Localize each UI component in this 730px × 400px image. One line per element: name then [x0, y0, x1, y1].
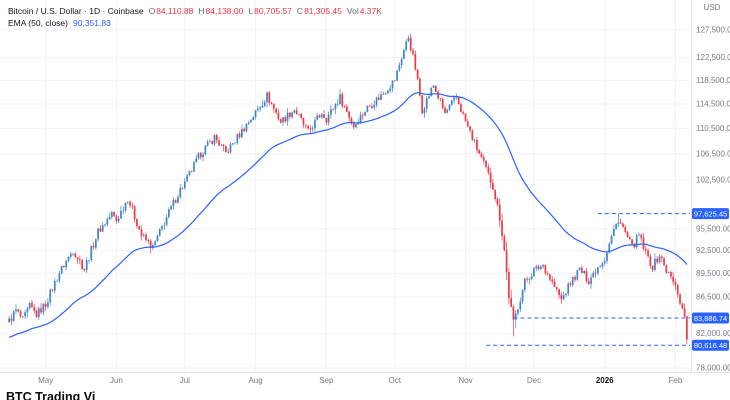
price-axis-label: 102,500.00: [696, 176, 730, 185]
time-axis-label: 2026: [596, 376, 614, 385]
open-value: 84,110.88: [156, 6, 194, 16]
price-axis-label: 127,500.00: [696, 26, 730, 35]
legend-indicator-row: EMA (50, close) 90,351.83: [8, 17, 382, 29]
time-axis-label: Nov: [458, 376, 472, 385]
high-label: H: [198, 6, 205, 16]
price-axis-label: 89,500.00: [696, 269, 730, 278]
indicator-value: 90,351.83: [73, 18, 111, 28]
indicator-name[interactable]: EMA (50, close): [8, 18, 68, 28]
close-value: 81,305.45: [304, 6, 342, 16]
price-axis[interactable]: 127,500.00 122,500.00 118,500.00 114,500.00…: [691, 0, 730, 373]
legend-symbol-row: Bitcoin / U.S. Dollar · 1D · Coinbase O …: [8, 5, 382, 17]
high-readout: H 84,138.00: [198, 5, 243, 17]
price-axis-label: 78,000.00: [696, 364, 730, 373]
price-axis-label: 82,000.00: [696, 329, 730, 338]
price-level-badge: [692, 312, 729, 324]
time-axis[interactable]: May Jun Jul Aug Sep Oct Nov Dec 2026 Feb: [0, 372, 730, 386]
low-value: 80,705.57: [254, 6, 292, 16]
high-value: 84,138.00: [205, 6, 244, 16]
chart-legend: Bitcoin / U.S. Dollar · 1D · Coinbase O …: [8, 5, 382, 29]
price-axis-label: 92,500.00: [696, 246, 730, 255]
price-axis-label: 86,500.00: [696, 292, 730, 301]
symbol-title[interactable]: Bitcoin / U.S. Dollar · 1D · Coinbase: [8, 6, 144, 16]
price-axis-label: 122,500.00: [696, 53, 730, 62]
volume-value: 4.37K: [359, 6, 382, 16]
time-axis-label: Sep: [319, 376, 334, 385]
time-axis-label: Jun: [110, 376, 123, 385]
volume-label: Vol: [346, 6, 359, 16]
time-axis-label: Dec: [527, 376, 541, 385]
price-axis-label: 114,500.00: [696, 99, 730, 108]
time-axis-label: Oct: [389, 376, 402, 385]
price-axis-label: 95,500.00: [696, 224, 730, 233]
price-axis-label: 118,500.00: [696, 76, 730, 85]
price-level-badge: [692, 339, 729, 351]
price-axis-label: 106,500.00: [696, 149, 730, 158]
time-axis-label: Jul: [180, 376, 190, 385]
low-label: L: [248, 6, 254, 16]
chart-pane[interactable]: [8, 33, 688, 345]
time-axis-label: Feb: [669, 376, 683, 385]
open-label: O: [148, 6, 156, 16]
open-readout: O 84,110.88: [149, 5, 194, 17]
price-level-badge-text: 97,625.45: [694, 209, 727, 218]
time-axis-label: May: [38, 376, 53, 385]
currency-label: USD: [704, 3, 721, 12]
price-level-badge-text: 80,616.48: [694, 341, 727, 350]
low-readout: L 80,705.57: [248, 5, 292, 17]
time-axis-label: Aug: [248, 376, 262, 385]
ema-line[interactable]: [8, 92, 688, 338]
grid: [0, 0, 690, 372]
price-level-badge: [692, 208, 729, 220]
price-levels: 97,625.45 83,886.74 80,616.48: [486, 208, 729, 351]
price-level-badge-text: 83,886.74: [694, 314, 727, 323]
volume-readout: Vol 4.37K: [347, 5, 382, 17]
close-label: C: [296, 6, 304, 16]
price-axis-label: 110,500.00: [696, 124, 730, 133]
close-readout: C 81,305.45: [297, 5, 342, 17]
chart-caption: BTC Trading Vi: [6, 390, 96, 400]
